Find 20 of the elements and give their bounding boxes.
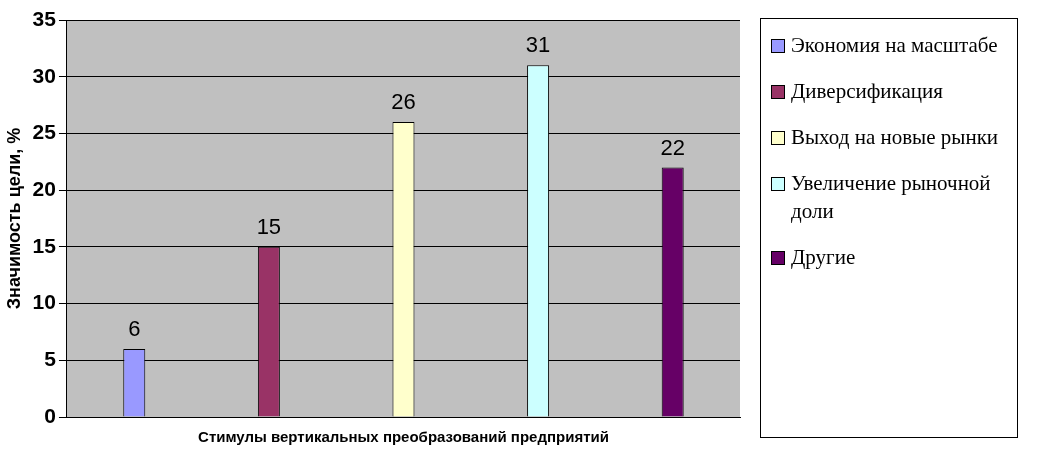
legend-label: Увеличение рыночной доли (791, 170, 992, 225)
legend-label: Выход на новые рынки (791, 124, 999, 151)
y-tick-label: 5 (44, 347, 57, 371)
data-label: 6 (128, 316, 141, 342)
data-label: 26 (391, 89, 416, 115)
legend-label: Диверсификация (791, 78, 943, 105)
y-tick-label: 0 (44, 403, 56, 427)
data-label: 15 (256, 213, 282, 239)
y-tick-label: 25 (32, 120, 57, 144)
legend-label: Другие (791, 244, 856, 271)
y-axis-title: Значимость цели, % (3, 127, 24, 310)
y-tick-label: 15 (32, 233, 57, 257)
data-label: 31 (525, 32, 551, 58)
y-tick-label: 35 (32, 6, 57, 30)
y-tick-label: 20 (32, 176, 56, 200)
legend-label: Экономия на масштабе (791, 32, 998, 59)
y-tick-label: 30 (32, 63, 56, 87)
data-label: 22 (660, 134, 685, 160)
y-tick-label: 10 (32, 290, 56, 314)
x-axis-title: Стимулы вертикальных преобразований предприятий (198, 428, 609, 446)
